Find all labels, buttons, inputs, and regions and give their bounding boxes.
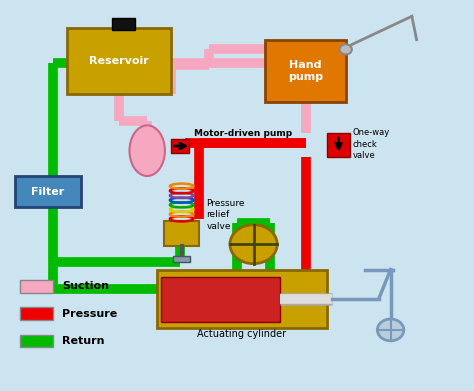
Text: Pressure: Pressure: [62, 309, 118, 319]
Circle shape: [230, 225, 277, 264]
Text: Reservoir: Reservoir: [89, 56, 149, 66]
Bar: [67, 28, 171, 94]
Bar: [19, 335, 53, 348]
Bar: [112, 18, 136, 30]
Bar: [156, 269, 327, 328]
Bar: [19, 307, 53, 320]
Bar: [171, 139, 189, 153]
Bar: [265, 39, 346, 102]
Text: Filter: Filter: [31, 187, 64, 197]
Text: Motor-driven pump: Motor-driven pump: [194, 129, 292, 138]
Bar: [19, 280, 53, 293]
Text: Suction: Suction: [62, 282, 109, 291]
Text: Pressure
relief
valve: Pressure relief valve: [206, 199, 245, 231]
Text: Return: Return: [62, 336, 105, 346]
Ellipse shape: [129, 126, 165, 176]
Text: One-way
check
valve: One-way check valve: [353, 129, 390, 160]
Bar: [164, 221, 199, 246]
Bar: [327, 133, 350, 156]
Bar: [161, 277, 280, 322]
Text: Actuating cylinder: Actuating cylinder: [197, 329, 286, 339]
Bar: [15, 176, 81, 207]
Text: Hand
pump: Hand pump: [288, 59, 323, 82]
Circle shape: [377, 319, 404, 341]
Circle shape: [339, 44, 352, 54]
Bar: [173, 256, 190, 262]
